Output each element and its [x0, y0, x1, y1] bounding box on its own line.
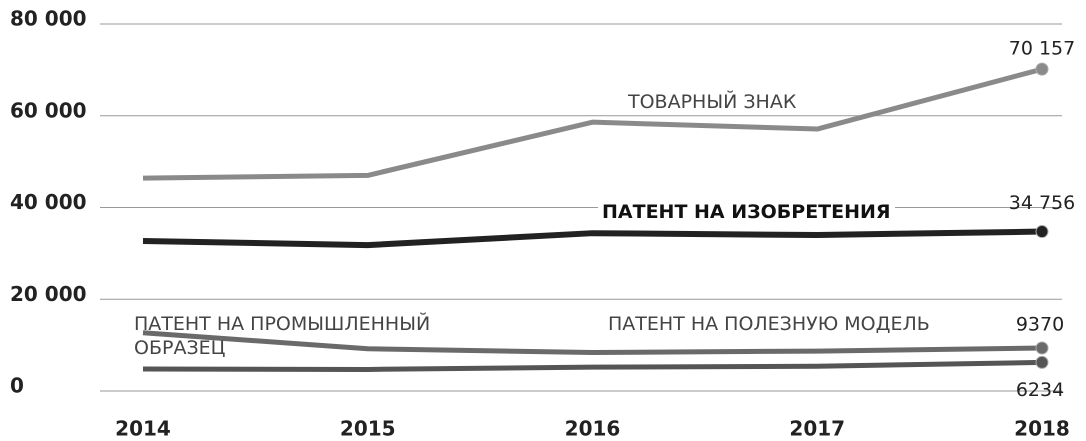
value-label: 9370 [1016, 314, 1064, 336]
series-label: ПАТЕНТ НА ПОЛЕЗНУЮ МОДЕЛЬ [604, 312, 934, 336]
x-tick-label: 2016 [565, 417, 621, 441]
series-line [142, 359, 1043, 372]
y-tick-label: 80 000 [10, 7, 87, 31]
x-tick-label: 2014 [115, 417, 171, 441]
y-tick-label: 60 000 [10, 98, 87, 122]
series-line [142, 330, 1043, 355]
x-tick-label: 2017 [789, 417, 845, 441]
series-line [142, 228, 1043, 249]
end-marker [1035, 62, 1049, 76]
value-label: 6234 [1016, 379, 1064, 401]
end-marker [1035, 225, 1049, 239]
y-tick-label: 40 000 [10, 190, 87, 214]
end-marker [1035, 355, 1049, 369]
series-label: ПАТЕНТ НА ПРОМЫШЛЕННЫЙ ОБРАЗЕЦ [134, 313, 431, 359]
y-tick-label: 0 [10, 374, 24, 398]
end-marker [1035, 341, 1049, 355]
y-tick-label: 20 000 [10, 282, 87, 306]
x-tick-label: 2015 [340, 417, 396, 441]
x-tick-label: 2018 [1014, 417, 1070, 441]
value-label: 34 756 [1009, 192, 1075, 214]
series-line [142, 66, 1043, 181]
series-label: ТОВАРНЫЙ ЗНАК [624, 90, 801, 114]
value-label: 70 157 [1009, 38, 1075, 60]
series-label: ПАТЕНТ НА ИЗОБРЕТЕНИЯ [598, 200, 895, 224]
